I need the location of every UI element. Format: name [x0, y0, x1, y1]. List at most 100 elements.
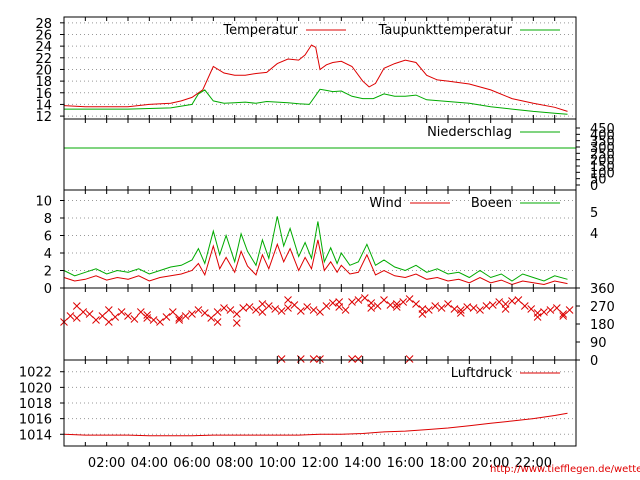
y-tick-label-right: 0 [590, 179, 598, 194]
series-taupunkttemperatur [64, 88, 568, 115]
wind-direction-point [213, 308, 222, 316]
wind-direction-point [117, 308, 126, 316]
wind-direction-point [405, 355, 414, 363]
wind-direction-point [79, 308, 88, 316]
y-tick-label-right: 50 [590, 173, 607, 188]
wind-direction-point [386, 301, 395, 309]
y-tick-label-right: 350 [590, 135, 615, 150]
y-tick-label-right: 200 [590, 154, 615, 169]
wind-direction-point [156, 318, 164, 326]
wind-direction-point [559, 312, 568, 320]
wind-direction-point [277, 307, 286, 315]
y-tick-label: 1020 [19, 381, 52, 396]
wind-direction-point [373, 302, 382, 310]
wind-direction-point [565, 306, 574, 314]
x-tick-label: 10:00 [259, 456, 296, 471]
y-tick-label-right: 250 [590, 147, 615, 162]
y-tick-label-right: 360 [590, 282, 615, 297]
wind-direction-point [309, 355, 318, 363]
wind-direction-point [277, 355, 286, 363]
wind-direction-point [501, 305, 510, 313]
y-tick-label-right: 400 [590, 128, 615, 143]
x-tick-label: 14:00 [344, 456, 381, 471]
source-link[interactable]: http://www.tiefflegen.de/wetter/ [490, 464, 640, 475]
wind-direction-point [232, 319, 241, 327]
x-tick-label: 20:00 [472, 456, 509, 471]
wind-direction-point [514, 296, 523, 304]
wind-direction-point [527, 305, 536, 313]
wind-direction-point [482, 302, 491, 310]
x-tick-label: 08:00 [216, 456, 253, 471]
wind-direction-point [399, 298, 408, 306]
y-tick-label: 1014 [19, 428, 52, 443]
wind-direction-point [488, 301, 497, 309]
y-tick-label: 4 [44, 247, 52, 262]
wind-direction-point [444, 300, 452, 308]
y-tick-label: 22 [35, 52, 52, 67]
y-tick-label: 18 [35, 75, 52, 90]
wind-direction-point [354, 296, 363, 304]
series-temperatur [63, 44, 568, 112]
y-tick-label: 0 [44, 282, 52, 297]
wind-direction-point [309, 306, 318, 314]
y-tick-label: 12 [35, 110, 52, 125]
y-tick-label: 6 [44, 230, 52, 245]
wind-direction-point [533, 309, 542, 317]
wind-direction-point [405, 295, 414, 303]
y-tick-label: 26 [35, 28, 52, 43]
y-tick-label: 1018 [19, 397, 52, 412]
x-tick-label: 04:00 [131, 456, 168, 471]
wind-direction-point [143, 314, 152, 322]
y-tick-label: 24 [35, 40, 52, 55]
wind-direction-point [66, 312, 75, 320]
y-tick-label-right: 5 [590, 206, 598, 221]
y-tick-label-right: 100 [590, 166, 615, 181]
x-tick-label: 16:00 [387, 456, 424, 471]
wind-direction-point [181, 312, 190, 320]
wind-direction-point [348, 298, 356, 306]
wind-direction-point [437, 304, 446, 312]
wind-direction-point [456, 309, 465, 317]
wind-direction-point [508, 297, 516, 305]
wind-direction-point [104, 306, 113, 314]
wind-direction-point [220, 304, 228, 312]
wind-direction-point [98, 312, 107, 320]
wind-direction-point [296, 307, 305, 315]
wind-direction-point [418, 310, 427, 318]
grid-layer [64, 22, 576, 435]
wind-direction-point [552, 304, 561, 312]
wind-direction-point [245, 303, 254, 311]
wind-direction-point [469, 304, 478, 312]
x-tick-label: 02:00 [88, 456, 125, 471]
y-tick-label-right: 150 [590, 160, 615, 175]
series-luftdruck [63, 412, 568, 437]
wind-direction-point [162, 313, 171, 321]
x-tick-label: 12:00 [301, 456, 338, 471]
wind-direction-point [328, 299, 337, 307]
wind-direction-point [284, 304, 292, 312]
y-tick-label: 14 [35, 98, 52, 113]
series-boeen [63, 216, 568, 282]
wind-direction-point [303, 303, 312, 311]
wind-direction-point [104, 318, 113, 326]
y-tick-label-right: 0 [590, 354, 598, 369]
wind-direction-point [476, 306, 484, 314]
wind-direction-point [258, 308, 267, 316]
wind-direction-point [392, 303, 401, 311]
wind-direction-point [136, 308, 145, 316]
tick-layer: 1214161820222426280501001502002503003504… [19, 17, 615, 471]
wind-direction-point [341, 306, 350, 314]
wind-direction-point [520, 302, 529, 310]
wind-direction-point [271, 305, 280, 313]
wind-direction-point [213, 318, 222, 326]
legend-label: Taupunkttemperatur [378, 23, 513, 38]
wind-direction-point [232, 310, 241, 318]
wind-direction-point [130, 315, 139, 323]
wind-direction-point [194, 306, 203, 314]
legend-layer: Taupunkttemperatur Temperatur Niederschlag… [222, 23, 560, 381]
y-tick-label-right: 300 [590, 141, 615, 156]
wind-direction-point [284, 296, 292, 304]
wind-direction-point [392, 300, 401, 308]
wind-direction-point [533, 313, 542, 321]
wind-direction-point [290, 301, 299, 309]
